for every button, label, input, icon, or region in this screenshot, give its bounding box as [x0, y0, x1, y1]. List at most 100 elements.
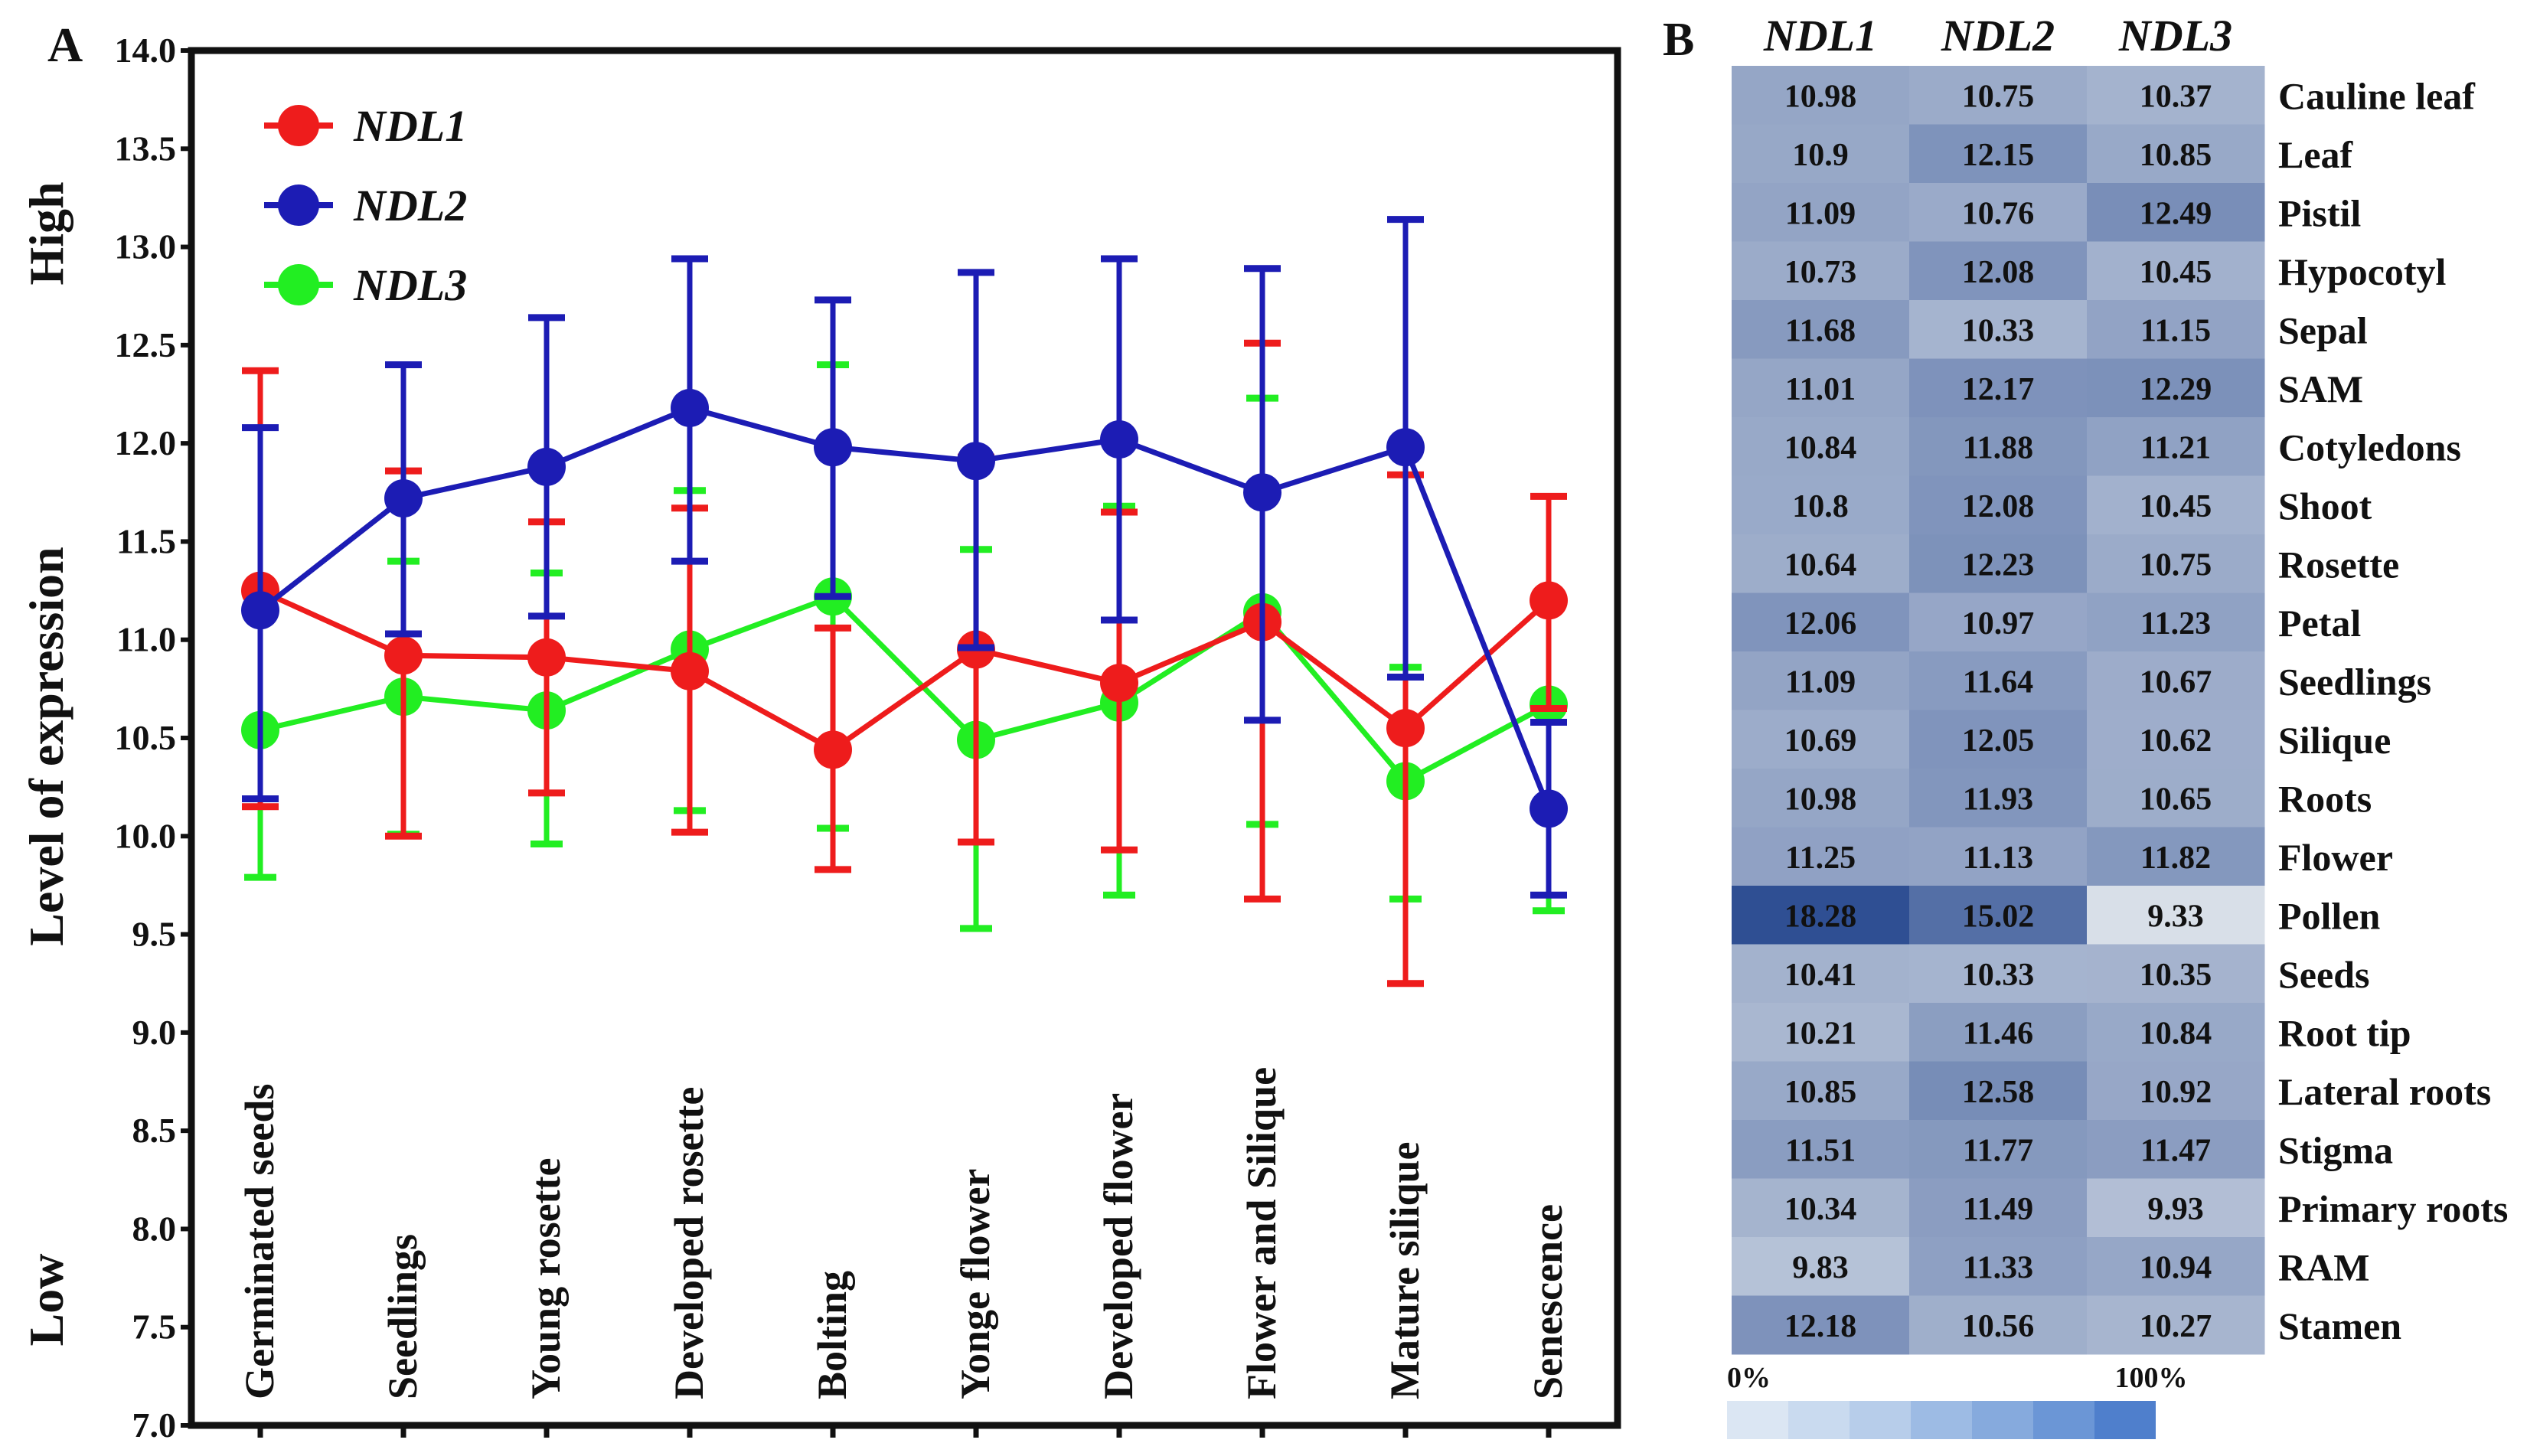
- heatmap-row-label: Stigma: [2278, 1128, 2393, 1171]
- legend-label: NDL1: [353, 101, 467, 151]
- y-low-label: Low: [19, 1254, 73, 1347]
- heatmap-cell: [1732, 1237, 1910, 1296]
- heatmap-cell: [1732, 1003, 1910, 1062]
- scale-swatch: [2094, 1401, 2156, 1439]
- heatmap-cell-value: 18.28: [1784, 899, 1857, 934]
- y-tick-label: 10.5: [115, 718, 177, 757]
- heatmap-row-label: Silique: [2278, 719, 2391, 762]
- heatmap-cell-value: 12.15: [1962, 138, 2035, 173]
- scale-swatch: [1850, 1401, 1911, 1439]
- data-point: [241, 591, 279, 630]
- heatmap-cell: [1732, 1295, 1910, 1355]
- data-point: [1100, 664, 1138, 703]
- heatmap-cell: [2087, 1178, 2265, 1238]
- y-tick-label: 11.0: [116, 620, 176, 659]
- heatmap-cell: [1732, 241, 1910, 301]
- scale-swatch: [1972, 1401, 2033, 1439]
- heatmap-cell: [2087, 1003, 2265, 1062]
- heatmap-cell-value: 10.45: [2140, 489, 2212, 524]
- heatmap-cell-value: 10.9: [1792, 138, 1849, 173]
- x-tick-label: Bolting: [809, 1271, 855, 1399]
- heatmap-column-header: NDL2: [1941, 11, 2055, 60]
- heatmap-cell-value: 11.64: [1963, 664, 2033, 700]
- heatmap-cell: [1909, 593, 2088, 652]
- heatmap-cell: [1732, 1178, 1910, 1238]
- heatmap-cell: [1909, 769, 2088, 828]
- data-point: [384, 478, 423, 517]
- heatmap-cell-value: 10.76: [1962, 196, 2035, 231]
- heatmap-cell: [1909, 66, 2088, 125]
- heatmap-cell-value: 12.05: [1962, 723, 2035, 759]
- heatmap-cell-value: 10.98: [1784, 782, 1857, 817]
- heatmap-cell-value: 11.21: [2140, 430, 2211, 465]
- legend-marker: [278, 184, 319, 226]
- heatmap-cell-value: 10.85: [2140, 138, 2212, 173]
- heatmap-cell: [2087, 534, 2265, 593]
- heatmap: NDL1 NDL2 NDL3 10.98 10.75 10.37 Cauline leaf 1…: [1732, 11, 2508, 1355]
- heatmap-cell: [1909, 183, 2088, 242]
- y-tick-label: 7.0: [132, 1405, 177, 1445]
- data-point: [1530, 581, 1568, 620]
- heatmap-cell: [1909, 1003, 2088, 1062]
- heatmap-cell: [2087, 1237, 2265, 1296]
- heatmap-cell: [1909, 241, 2088, 301]
- heatmap-cell: [1732, 300, 1910, 359]
- data-point: [957, 442, 995, 481]
- heatmap-cell-value: 12.18: [1784, 1309, 1857, 1344]
- heatmap-cell-value: 11.23: [2140, 606, 2211, 641]
- y-high-label: High: [19, 181, 73, 285]
- data-point: [671, 651, 709, 690]
- heatmap-row-label: Leaf: [2278, 133, 2354, 176]
- x-tick-label: Developed rosette: [666, 1087, 712, 1399]
- data-point: [384, 636, 423, 675]
- heatmap-cell: [1909, 475, 2088, 535]
- heatmap-cell: [2087, 358, 2265, 418]
- heatmap-cell: [1909, 124, 2088, 184]
- heatmap-cell-value: 11.47: [2140, 1133, 2211, 1168]
- heatmap-cell-value: 11.33: [1963, 1250, 2033, 1285]
- panel-b-label: B: [1663, 14, 1694, 66]
- y-tick-label: 10.0: [115, 816, 177, 855]
- heatmap-cell-value: 10.97: [1962, 606, 2035, 641]
- heatmap-cell-value: 10.45: [2140, 255, 2212, 290]
- heatmap-row-label: Cauline leaf: [2278, 74, 2476, 117]
- scale-swatch: [1727, 1401, 1788, 1439]
- heatmap-cell-value: 10.84: [1784, 430, 1857, 465]
- heatmap-cell: [2087, 886, 2265, 945]
- y-tick-label: 14.0: [115, 31, 177, 70]
- heatmap-cell-value: 12.29: [2140, 372, 2212, 407]
- heatmap-cell: [2087, 651, 2265, 710]
- heatmap-cell: [1732, 475, 1910, 535]
- heatmap-cell-value: 12.17: [1962, 372, 2035, 407]
- heatmap-row-label: Shoot: [2278, 485, 2372, 527]
- heatmap-cell-value: 11.15: [2140, 313, 2211, 348]
- heatmap-cell-value: 11.13: [1963, 841, 2033, 876]
- heatmap-cell: [1732, 886, 1910, 945]
- legend-marker: [278, 264, 319, 305]
- heatmap-row-label: Root tip: [2278, 1011, 2411, 1054]
- x-tick-label: Mature silique: [1382, 1142, 1428, 1400]
- heatmap-cell: [1732, 593, 1910, 652]
- series-ndl2: [241, 216, 1568, 899]
- heatmap-cell: [1732, 944, 1910, 1004]
- heatmap-row-label: Sepal: [2278, 309, 2368, 351]
- heatmap-cell-value: 11.51: [1785, 1133, 1856, 1168]
- heatmap-row-label: Pistil: [2278, 191, 2361, 234]
- heatmap-cell-value: 10.21: [1784, 1016, 1857, 1051]
- heatmap-cell: [2087, 827, 2265, 886]
- heatmap-cell-value: 11.68: [1785, 313, 1856, 348]
- y-tick-label: 7.5: [132, 1307, 177, 1347]
- heatmap-cell: [1732, 417, 1910, 476]
- heatmap-cell: [2087, 417, 2265, 476]
- heatmap-cell: [2087, 1295, 2265, 1355]
- heatmap-cell: [1909, 358, 2088, 418]
- heatmap-cell-value: 10.84: [2140, 1016, 2212, 1051]
- heatmap-row-label: Roots: [2278, 777, 2372, 820]
- heatmap-cell: [1909, 1061, 2088, 1121]
- heatmap-cell-value: 10.8: [1792, 489, 1849, 524]
- heatmap-cell: [2087, 1061, 2265, 1121]
- heatmap-cell: [1732, 769, 1910, 828]
- data-point: [1530, 789, 1568, 828]
- data-point: [1386, 709, 1425, 748]
- heatmap-cell: [1732, 827, 1910, 886]
